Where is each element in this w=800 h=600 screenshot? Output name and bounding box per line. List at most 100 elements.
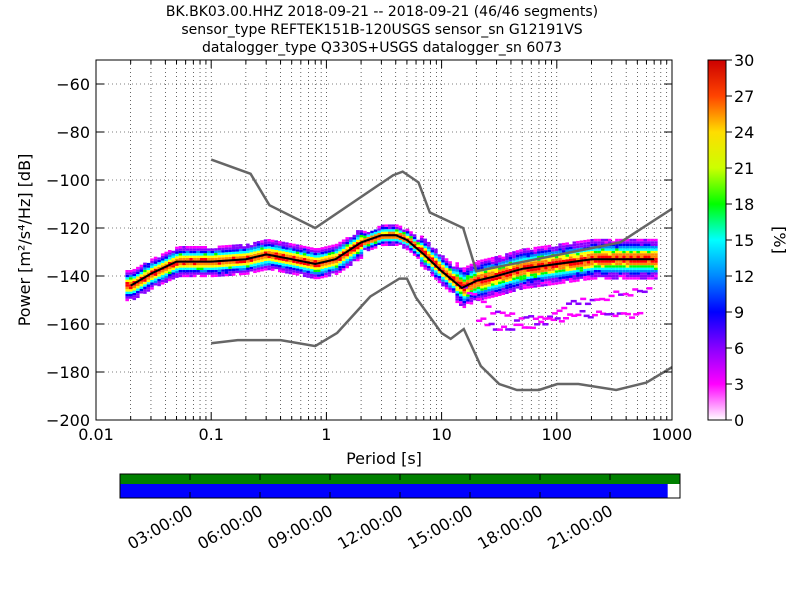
ppsd-cell <box>370 230 374 234</box>
ppsd-cell <box>469 297 474 300</box>
ppsd-cell-branch <box>622 292 629 296</box>
ppsd-cell <box>568 246 573 250</box>
ppsd-cell <box>348 253 353 257</box>
ppsd-cell <box>363 245 367 248</box>
ppsd-cell <box>281 244 286 247</box>
ppsd-cell <box>380 231 385 235</box>
colorbar-tick-label: 3 <box>734 375 744 394</box>
ppsd-cell <box>228 266 232 269</box>
ppsd-cell <box>515 286 520 289</box>
ppsd-cell-branch <box>637 311 644 315</box>
ppsd-cell <box>611 277 616 280</box>
ppsd-cell <box>515 281 520 284</box>
ppsd-cell <box>419 264 424 267</box>
ppsd-cell <box>306 265 310 269</box>
ppsd-cell <box>242 255 247 259</box>
ppsd-cell <box>288 269 293 272</box>
ppsd-cell <box>327 247 332 251</box>
ppsd-cell <box>238 248 243 252</box>
ppsd-cell <box>622 243 626 246</box>
ppsd-cell-branch <box>499 311 506 315</box>
ppsd-cell <box>469 285 474 288</box>
ppsd-cell <box>263 265 268 269</box>
ppsd-cell <box>533 275 538 279</box>
ppsd-cell <box>547 283 552 286</box>
ppsd-cell <box>544 259 548 263</box>
ppsd-cell-branch <box>546 317 553 320</box>
ppsd-cell <box>576 240 580 244</box>
ppsd-cell <box>572 279 577 283</box>
ppsd-cell <box>292 260 296 263</box>
ppsd-cell <box>462 269 467 273</box>
ppsd-cell <box>132 288 137 291</box>
ppsd-cell <box>625 238 630 242</box>
ppsd-cell <box>253 246 257 250</box>
ppsd-cell <box>231 254 236 257</box>
ppsd-cell <box>462 305 467 309</box>
ppsd-cell <box>189 255 193 258</box>
ppsd-cell <box>583 249 587 252</box>
y-tick-label: −120 <box>46 219 90 238</box>
ppsd-cell <box>128 296 133 299</box>
ppsd-cell <box>579 276 584 279</box>
ppsd-cell <box>356 254 360 257</box>
ppsd-cell <box>359 251 364 255</box>
ppsd-cell <box>522 250 527 254</box>
ppsd-cell <box>437 261 442 264</box>
ppsd-cell <box>384 231 389 234</box>
ppsd-cell <box>288 271 293 275</box>
ppsd-cell <box>199 274 204 278</box>
ppsd-cell <box>618 270 623 273</box>
ppsd-cell <box>593 274 598 278</box>
ppsd-cell <box>331 263 335 267</box>
ppsd-cell <box>639 255 644 258</box>
ppsd-cell <box>462 279 467 282</box>
ppsd-cell <box>203 262 208 266</box>
ppsd-cell <box>604 255 609 258</box>
ppsd-cell <box>338 263 342 266</box>
ppsd-cell <box>427 249 431 252</box>
ppsd-cell <box>285 266 289 269</box>
ppsd-cell-branch <box>554 317 561 320</box>
ppsd-cell <box>629 262 633 266</box>
ppsd-cell <box>256 253 261 256</box>
ppsd-cell <box>238 253 243 257</box>
ppsd-cell <box>128 270 133 273</box>
ppsd-cell <box>125 274 129 278</box>
ppsd-cell <box>650 246 655 249</box>
ppsd-cell <box>419 261 424 265</box>
ppsd-cell <box>160 258 165 261</box>
ppsd-cell <box>224 269 229 272</box>
ppsd-cell <box>341 268 346 271</box>
ppsd-cell-branch <box>603 298 610 302</box>
ppsd-cell <box>427 244 431 247</box>
ppsd-cell <box>228 273 232 277</box>
ppsd-cell <box>320 254 325 257</box>
ppsd-cell <box>178 258 183 261</box>
ppsd-cell <box>419 254 424 258</box>
ppsd-cell <box>590 272 594 275</box>
ppsd-cell <box>533 249 538 252</box>
ppsd-cell-branch <box>612 314 619 318</box>
ppsd-cell <box>615 265 619 268</box>
ppsd-cell <box>274 266 278 270</box>
ppsd-cell <box>473 276 477 279</box>
ppsd-cell <box>132 290 137 293</box>
ppsd-cell <box>427 265 431 269</box>
ppsd-cell <box>270 246 275 250</box>
ppsd-cell <box>380 229 385 232</box>
ppsd-cell <box>508 261 513 265</box>
ppsd-cell <box>551 265 555 269</box>
ppsd-cell <box>515 276 520 279</box>
ppsd-cell <box>157 279 161 282</box>
ppsd-cell <box>593 238 598 242</box>
ppsd-cell <box>568 253 573 257</box>
ppsd-cell <box>380 224 385 227</box>
ppsd-cell <box>476 274 481 278</box>
ppsd-cell <box>636 255 640 258</box>
ppsd-cell <box>338 241 342 245</box>
ppsd-cell <box>363 238 367 241</box>
ppsd-cell-branch <box>528 315 535 318</box>
ppsd-cell <box>480 261 484 265</box>
ppsd-cell <box>544 247 548 251</box>
